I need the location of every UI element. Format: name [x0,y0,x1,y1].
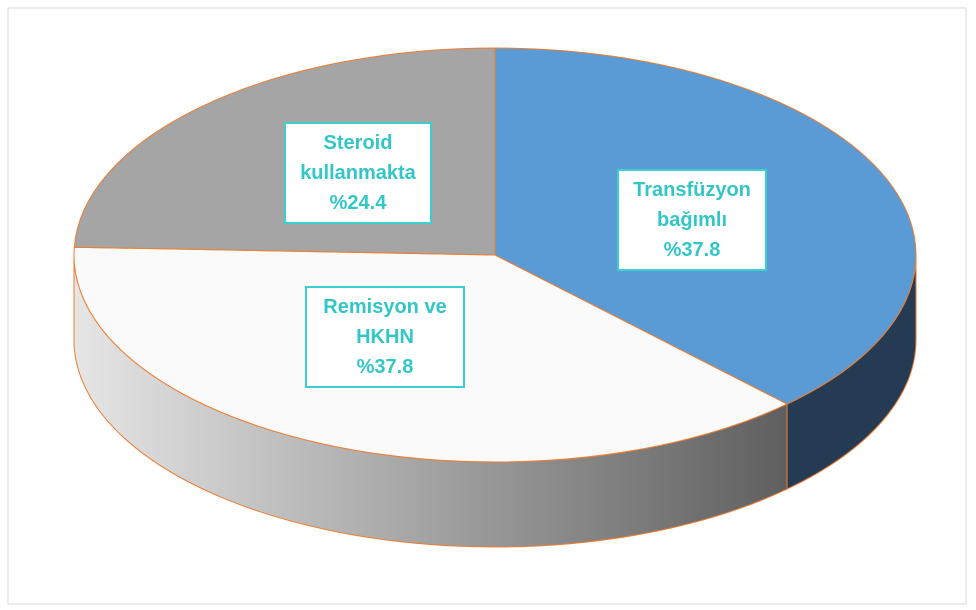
label-category: Remisyon ve HKHN [323,296,447,348]
label-category: Transfüzyon bağımlı [633,179,751,231]
data-label: Remisyon ve HKHN %37.8 [305,286,465,388]
label-value: %37.8 [663,239,721,261]
label-category: Steroid kullanmakta [300,132,416,184]
chart-frame [7,7,967,605]
label-value: %24.4 [329,192,387,214]
label-value: %37.8 [356,356,414,378]
data-label: Steroid kullanmakta %24.4 [284,122,432,224]
data-label: Transfüzyon bağımlı %37.8 [617,169,767,271]
